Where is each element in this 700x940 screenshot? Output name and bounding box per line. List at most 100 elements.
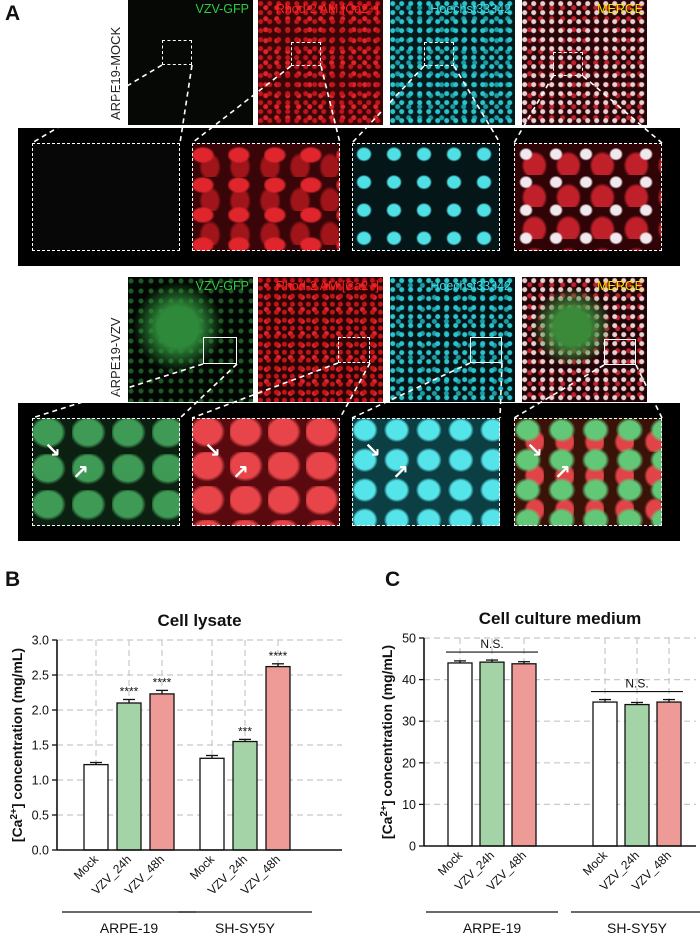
zoom-frame — [352, 143, 500, 251]
zoom-image-1-3: ↘ ↗ — [514, 418, 662, 526]
channel-label: VZV-GFP — [195, 2, 249, 16]
y-tick-label: 0.5 — [32, 809, 49, 823]
roi-box — [291, 42, 321, 66]
roi-box — [604, 339, 636, 365]
y-tick-label: 30 — [402, 715, 416, 729]
bar-vzv-48h — [149, 693, 175, 851]
y-tick-label: 1.0 — [32, 774, 49, 788]
y-axis-label-rest: ] concentration (mg/mL) — [9, 648, 25, 808]
roi-box — [424, 42, 454, 66]
bar-vzv-48h — [511, 663, 537, 847]
group-label: SH-SY5Y — [215, 920, 276, 936]
channel-label: MERGE — [597, 279, 643, 293]
zoom-frame — [352, 418, 500, 526]
zoom-frame — [192, 143, 340, 251]
arrow-icon-a: ↘ — [526, 438, 543, 462]
zoom-frame — [514, 143, 662, 251]
micrograph-1-2: Hoechst33342 — [390, 277, 515, 402]
arrow-icon-b: ↗ — [392, 460, 409, 484]
arrow-icon-b: ↗ — [554, 460, 571, 484]
roi-box — [203, 337, 237, 364]
micrograph-0-1: Rhod-2 AM [Ca2+] — [258, 0, 383, 125]
significance-label: **** — [120, 685, 139, 699]
zoom-image-0-3 — [514, 143, 662, 251]
zoom-frame — [192, 418, 340, 526]
zoom-image-0-0 — [32, 143, 180, 251]
bar-vzv-24h — [624, 703, 650, 847]
y-axis-label-sup: 2+ — [380, 805, 390, 817]
y-tick-label: 2.0 — [32, 704, 49, 718]
y-axis-label: [Ca2+] concentration (mg/mL) — [380, 645, 395, 839]
x-tick-label: Mock — [187, 852, 218, 883]
zoom-image-0-1 — [192, 143, 340, 251]
bar-vzv-24h — [479, 661, 505, 847]
significance-label: *** — [238, 724, 252, 738]
arrow-icon-a: ↘ — [204, 438, 221, 462]
y-axis-label-main: [Ca — [380, 816, 395, 839]
y-tick-label: 3.0 — [32, 634, 49, 648]
bar-mock — [199, 757, 225, 851]
roi-box — [553, 52, 583, 76]
chart-title: Cell culture medium — [479, 609, 641, 628]
channel-label: Hoechst33342 — [430, 279, 511, 293]
chart-cell-culture-medium: Cell culture medium01020304050MockVZV_24… — [380, 609, 700, 936]
micrograph-1-3: MERGE — [522, 277, 647, 402]
y-tick-label: 20 — [402, 756, 416, 770]
y-tick-label: 10 — [402, 798, 416, 812]
arrow-icon-b: ↗ — [232, 460, 249, 484]
micrograph-1-0: VZV-GFP — [128, 277, 253, 402]
y-axis-label-main: [Ca — [9, 819, 25, 842]
x-tick-label: Mock — [71, 852, 102, 883]
channel-label: VZV-GFP — [195, 279, 249, 293]
bar-mock — [592, 701, 618, 847]
channel-label: Rhod-2 AM [Ca2+] — [275, 279, 379, 293]
row-label-0: ARPE19-MOCK — [108, 26, 123, 120]
y-tick-label: 0 — [409, 840, 416, 854]
arrow-icon-a: ↘ — [44, 438, 61, 462]
panel-b-letter: B — [5, 568, 21, 591]
channel-label: Rhod-2 AM [Ca2+] — [275, 2, 379, 16]
zoom-frame — [32, 418, 180, 526]
y-axis-label: [Ca2+] concentration (mg/mL) — [9, 648, 25, 842]
micrograph-0-3: MERGE — [522, 0, 647, 125]
panel-c-letter: C — [385, 568, 401, 591]
significance-label: **** — [269, 649, 288, 663]
ns-label: N.S. — [625, 677, 648, 691]
group-label: ARPE-19 — [463, 920, 522, 936]
y-axis-label-sup: 2+ — [9, 808, 20, 820]
chart-title: Cell lysate — [157, 611, 241, 630]
y-tick-label: 50 — [402, 632, 416, 646]
channel-label: MERGE — [597, 2, 643, 16]
bar-mock — [447, 662, 473, 847]
y-axis-label-rest: ] concentration (mg/mL) — [380, 645, 395, 805]
bar-mock — [83, 763, 109, 851]
bar-vzv-24h — [232, 740, 258, 851]
micrograph-1-1: Rhod-2 AM [Ca2+] — [258, 277, 383, 402]
bar-vzv-48h — [265, 665, 291, 851]
y-tick-label: 40 — [402, 673, 416, 687]
panel-a-letter: A — [5, 2, 21, 25]
bar-vzv-24h — [116, 702, 142, 851]
zoom-image-1-0: ↘ ↗ — [32, 418, 180, 526]
y-tick-label: 2.5 — [32, 669, 49, 683]
micrograph-0-0: VZV-GFP — [128, 0, 253, 125]
roi-box — [470, 337, 502, 363]
bar-vzv-48h — [656, 701, 682, 847]
roi-box — [338, 337, 370, 363]
row-label-1: ARPE19-VZV — [108, 317, 123, 397]
y-tick-label: 1.5 — [32, 739, 49, 753]
micrograph-0-2: Hoechst33342 — [390, 0, 515, 125]
y-tick-label: 0.0 — [32, 844, 49, 858]
zoom-frame — [514, 418, 662, 526]
roi-box — [162, 40, 192, 65]
arrow-icon-b: ↗ — [72, 460, 89, 484]
zoom-image-1-1: ↘ ↗ — [192, 418, 340, 526]
zoom-image-1-2: ↘ ↗ — [352, 418, 500, 526]
zoom-frame — [32, 143, 180, 251]
zoom-image-0-2 — [352, 143, 500, 251]
channel-label: Hoechst33342 — [430, 2, 511, 16]
ns-label: N.S. — [480, 637, 503, 651]
group-label: SH-SY5Y — [607, 920, 668, 936]
group-label: ARPE-19 — [100, 920, 159, 936]
chart-cell-lysate: Cell lysate0.00.51.01.52.02.53.0Mock****… — [9, 611, 342, 936]
